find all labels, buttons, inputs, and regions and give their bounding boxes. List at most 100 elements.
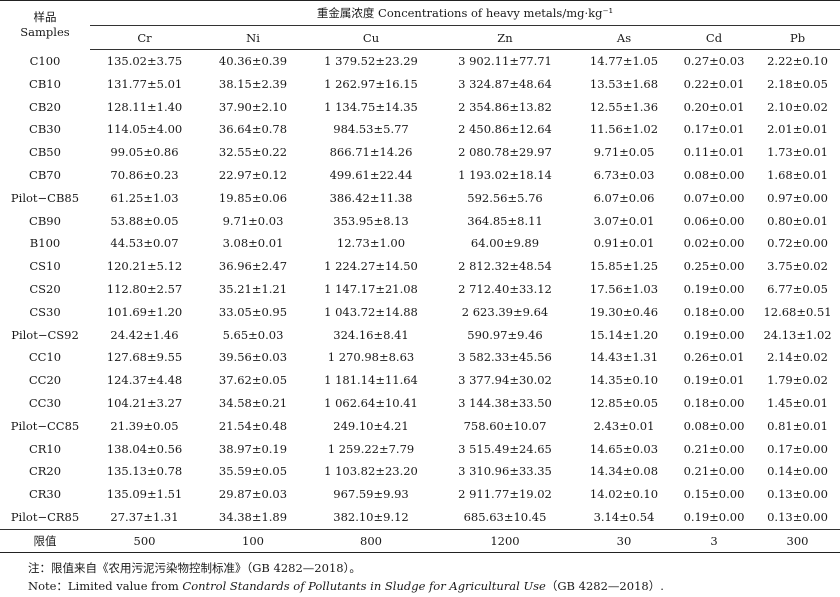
table-row: Pilot−CC85 21.39±0.05 21.54±0.48 249.10±4.2… xyxy=(0,415,840,438)
metal-header-pb: Pb xyxy=(755,25,840,50)
table-notes: 注：限值来自《农用污泥污染物控制标准》（GB 4282—2018）。 Note：… xyxy=(28,559,664,595)
value-cell: 3 377.94±30.02 xyxy=(458,373,552,388)
value-cell: 0.08±0.00 xyxy=(683,418,745,433)
limit-value: 3 xyxy=(673,528,755,553)
sample-cell: Pilot−CB85 xyxy=(10,190,80,205)
value-cell: 1 379.52±23.29 xyxy=(324,54,418,68)
value-cell: 15.14±1.20 xyxy=(589,327,659,342)
value-cell: 5.65±0.03 xyxy=(222,327,284,342)
value-cell: 9.71±0.03 xyxy=(222,213,284,228)
value-cell: 2 080.78±29.97 xyxy=(458,145,552,160)
value-cell: 1 262.97±16.15 xyxy=(324,76,418,91)
value-cell: 34.58±0.21 xyxy=(218,395,288,410)
value-cell: 1 103.82±23.20 xyxy=(324,464,418,479)
limit-value: 1200 xyxy=(435,528,575,553)
value-cell: 2 812.32±48.54 xyxy=(458,259,552,274)
value-cell: 11.56±1.02 xyxy=(589,122,659,137)
table-row: CB70 70.86±0.23 22.97±0.12 499.61±22.44 1 19… xyxy=(0,164,840,187)
value-cell: 101.69±1.20 xyxy=(106,304,183,319)
table-row: Pilot−CS92 24.42±1.46 5.65±0.03 324.16±8.41… xyxy=(0,324,840,347)
table-body: C100 135.02±3.75 40.36±0.39 1 379.52±23.29 3… xyxy=(0,50,840,553)
table-row: CS20 112.80±2.57 35.21±1.21 1 147.17±21.08 2… xyxy=(0,278,840,301)
value-cell: 2 450.86±12.64 xyxy=(458,122,552,137)
value-cell: 2.10±0.02 xyxy=(767,99,828,114)
metal-header-row: Cr Ni Cu Zn As Cd Pb xyxy=(0,25,840,50)
metal-header-cr: Cr xyxy=(90,25,199,50)
limit-label: 限值 xyxy=(0,528,90,553)
value-cell: 6.77±0.05 xyxy=(767,281,828,296)
value-cell: 3 902.11±77.71 xyxy=(458,54,552,68)
sample-cell: CB10 xyxy=(29,76,61,91)
value-cell: 14.35±0.10 xyxy=(589,373,659,388)
value-cell: 3 324.87±48.64 xyxy=(458,76,552,91)
value-cell: 38.15±2.39 xyxy=(218,76,288,91)
value-cell: 14.34±0.08 xyxy=(589,464,659,479)
sample-cell: CR10 xyxy=(28,441,62,456)
limit-value: 500 xyxy=(90,528,199,553)
metal-header-as: As xyxy=(575,25,673,50)
value-cell: 0.97±0.00 xyxy=(767,190,828,205)
note-cn: 注：限值来自《农用污泥污染物控制标准》（GB 4282—2018）。 xyxy=(28,561,361,575)
concentration-group-header: 重金属浓度 Concentrations of heavy metals/mg·… xyxy=(90,0,840,26)
value-cell: 29.87±0.03 xyxy=(218,487,288,502)
value-cell: 6.73±0.03 xyxy=(593,167,655,182)
value-cell: 21.39±0.05 xyxy=(110,418,179,433)
note-en-prefix: Note：Limited value from xyxy=(28,579,183,593)
value-cell: 32.55±0.22 xyxy=(218,145,288,160)
value-cell: 2 911.77±19.02 xyxy=(458,487,552,502)
value-cell: 0.26±0.01 xyxy=(683,350,745,365)
limit-value: 30 xyxy=(575,528,673,553)
value-cell: 2.43±0.01 xyxy=(593,418,655,433)
value-cell: 0.91±0.01 xyxy=(593,236,655,251)
value-cell: 984.53±5.77 xyxy=(333,122,409,137)
value-cell: 53.88±0.05 xyxy=(110,213,179,228)
value-cell: 967.59±9.93 xyxy=(333,487,409,502)
sample-header-en: Samples xyxy=(20,25,70,40)
value-cell: 685.63±10.45 xyxy=(463,509,547,524)
value-cell: 12.73±1.00 xyxy=(336,236,406,251)
value-cell: 0.22±0.01 xyxy=(683,76,745,91)
sample-cell: CS30 xyxy=(29,304,61,319)
value-cell: 70.86±0.23 xyxy=(110,167,179,182)
value-cell: 35.59±0.05 xyxy=(218,464,288,479)
value-cell: 33.05±0.95 xyxy=(218,304,288,319)
value-cell: 135.09±1.51 xyxy=(106,487,183,502)
value-cell: 0.08±0.00 xyxy=(683,167,745,182)
sample-cell: CC20 xyxy=(28,373,62,388)
value-cell: 0.07±0.00 xyxy=(683,190,745,205)
value-cell: 2.18±0.05 xyxy=(767,76,828,91)
note-en-suffix: （GB 4282—2018）. xyxy=(545,579,664,593)
value-cell: 0.21±0.00 xyxy=(683,464,745,479)
value-cell: 14.77±1.05 xyxy=(589,54,659,68)
sample-cell: CC30 xyxy=(28,395,62,410)
table-row: Pilot−CR85 27.37±1.31 34.38±1.89 382.10±9.1… xyxy=(0,506,840,529)
value-cell: 590.97±9.46 xyxy=(467,327,543,342)
value-cell: 37.90±2.10 xyxy=(218,99,288,114)
sample-cell: CS20 xyxy=(29,281,61,296)
table-row: CR20 135.13±0.78 35.59±0.05 1 103.82±23.20 3… xyxy=(0,460,840,483)
value-cell: 1.68±0.01 xyxy=(767,167,828,182)
value-cell: 3 310.96±33.35 xyxy=(458,464,552,479)
metal-header-zn: Zn xyxy=(435,25,575,50)
value-cell: 249.10±4.21 xyxy=(333,418,409,433)
value-cell: 0.18±0.00 xyxy=(683,395,745,410)
sample-cell: CR30 xyxy=(28,487,62,502)
value-cell: 14.65±0.03 xyxy=(589,441,659,456)
value-cell: 21.54±0.48 xyxy=(218,418,288,433)
value-cell: 128.11±1.40 xyxy=(106,99,183,114)
value-cell: 34.38±1.89 xyxy=(218,509,288,524)
table-row: Pilot−CB85 61.25±1.03 19.85±0.06 386.42±11.… xyxy=(0,187,840,210)
value-cell: 0.02±0.00 xyxy=(683,236,745,251)
value-cell: 36.96±2.47 xyxy=(218,259,288,274)
table-row: CC30 104.21±3.27 34.58±0.21 1 062.64±10.41 3… xyxy=(0,392,840,415)
value-cell: 0.19±0.00 xyxy=(683,281,745,296)
value-cell: 1 181.14±11.64 xyxy=(324,373,418,388)
value-cell: 499.61±22.44 xyxy=(329,167,413,182)
value-cell: 0.11±0.01 xyxy=(683,145,745,160)
value-cell: 64.00±9.89 xyxy=(470,236,540,251)
value-cell: 0.19±0.00 xyxy=(683,509,745,524)
sample-cell: Pilot−CC85 xyxy=(10,418,80,433)
value-cell: 324.16±8.41 xyxy=(333,327,409,342)
value-cell: 37.62±0.05 xyxy=(218,373,288,388)
